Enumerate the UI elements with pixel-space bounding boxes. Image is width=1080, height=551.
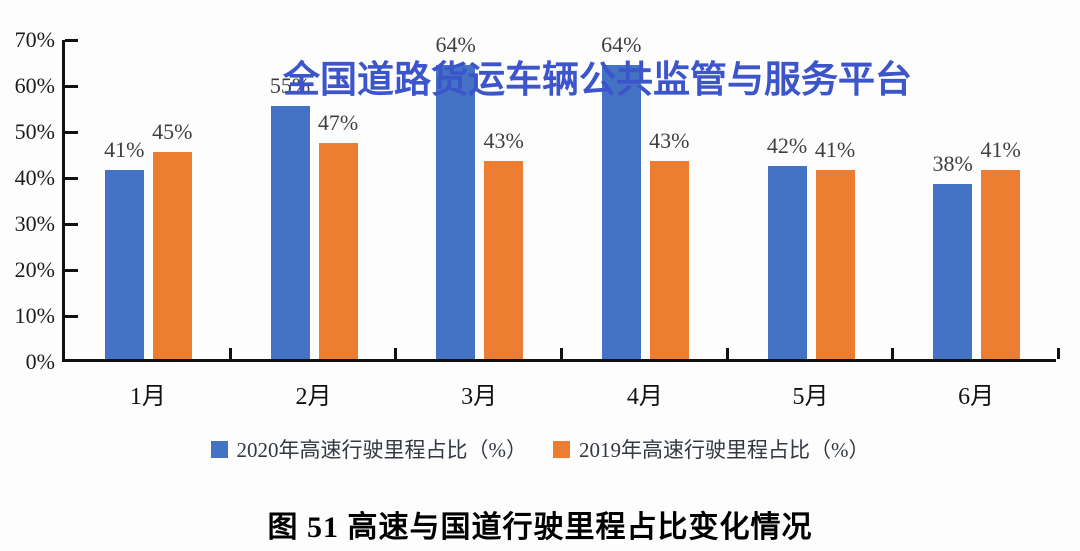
x-axis-tick (394, 348, 398, 359)
y-axis-tick (65, 222, 78, 226)
bar-value-label-2019-month-6: 41% (980, 137, 1021, 163)
legend-item-2019: 2019年高速行驶里程占比（%） (553, 434, 870, 464)
x-axis-tick (725, 348, 729, 359)
y-axis-tick (65, 130, 78, 134)
bar-2020-month-3 (436, 64, 476, 359)
bar-value-label-2020-month-6: 38% (932, 151, 973, 177)
bar-2020-month-6 (933, 184, 973, 359)
x-axis-tick (228, 348, 232, 359)
bar-value-label-2020-month-5: 42% (766, 132, 808, 158)
bar-value-label-2019-month-2: 47% (317, 109, 359, 135)
bar-2020-month-2 (270, 106, 310, 359)
y-axis-tick (65, 268, 78, 272)
legend-label-2019: 2019年高速行驶里程占比（%） (579, 438, 870, 462)
legend: 2020年高速行驶里程占比（%） 2019年高速行驶里程占比（%） (0, 434, 1080, 464)
y-axis-label: 50% (14, 119, 55, 144)
y-axis-label: 10% (14, 303, 55, 328)
y-axis-label: 70% (14, 27, 55, 52)
bar-value-label-2020-month-1: 41% (104, 137, 145, 163)
y-axis-tick (65, 176, 78, 180)
legend-swatch-2020-icon (210, 440, 228, 458)
x-axis-label-month-3: 3月 (461, 384, 498, 410)
y-axis-label: 20% (14, 257, 55, 282)
y-axis-tick (65, 314, 78, 318)
x-axis-tick (891, 348, 895, 359)
bar-value-label-2019-month-4: 43% (649, 128, 690, 154)
y-axis-tick (65, 84, 78, 88)
bar-2020-month-5 (767, 165, 807, 359)
bar-value-label-2020-month-2: 55% (269, 73, 311, 98)
x-axis-label-month-6: 6月 (958, 384, 995, 410)
bar-value-label-2019-month-1: 45% (152, 119, 193, 144)
x-axis-tick (1057, 348, 1060, 359)
bar-2019-month-5 (815, 170, 855, 359)
x-axis-label-month-4: 4月 (626, 384, 663, 410)
figure-caption: 图 51 高速与国道行驶里程占比变化情况 (267, 511, 813, 544)
bar-value-label-2020-month-4: 64% (601, 31, 642, 57)
y-axis-label: 60% (14, 73, 55, 98)
bar-value-label-2019-month-3: 43% (483, 128, 524, 154)
bar-2020-month-4 (601, 64, 641, 359)
bar-2019-month-1 (152, 152, 192, 359)
y-axis-label: 30% (14, 211, 55, 236)
x-axis-label-month-5: 5月 (792, 384, 829, 410)
y-axis-label: 0% (25, 349, 55, 374)
y-axis-label: 40% (14, 165, 55, 190)
legend-item-2020: 2020年高速行驶里程占比（%） (210, 434, 528, 464)
bar-2019-month-3 (484, 161, 524, 359)
legend-swatch-2019-icon (553, 440, 570, 458)
plot-area: 70% 60% 50% 40% 30% 20% 10% 0% 1月 41% 45% 2月 55% 47% 3… (15, 27, 1060, 410)
bar-2020-month-1 (104, 170, 144, 359)
y-axis-tick (65, 38, 78, 42)
bar-2019-month-4 (649, 161, 689, 359)
watermark-title: 全国道路货运车辆公共监管与服务平台 (283, 59, 912, 100)
legend-label-2020: 2020年高速行驶里程占比（%） (236, 438, 528, 462)
bar-2019-month-2 (318, 142, 358, 359)
x-axis-tick (560, 348, 563, 359)
bar-value-label-2019-month-5: 41% (814, 137, 856, 163)
x-axis-label-month-2: 2月 (295, 384, 332, 410)
x-axis-label-month-1: 1月 (129, 384, 166, 410)
bar-2019-month-6 (981, 170, 1021, 359)
bar-value-label-2020-month-3: 64% (435, 31, 476, 57)
